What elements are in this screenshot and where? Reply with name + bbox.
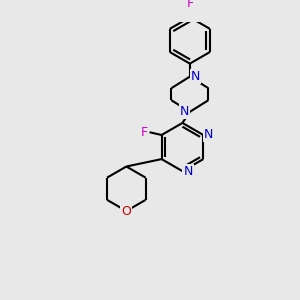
Text: O: O (122, 205, 131, 218)
Text: F: F (186, 0, 194, 10)
Text: N: N (191, 70, 200, 83)
Text: N: N (204, 128, 214, 142)
Text: N: N (180, 105, 189, 118)
Text: N: N (183, 165, 193, 178)
Text: F: F (140, 126, 148, 139)
